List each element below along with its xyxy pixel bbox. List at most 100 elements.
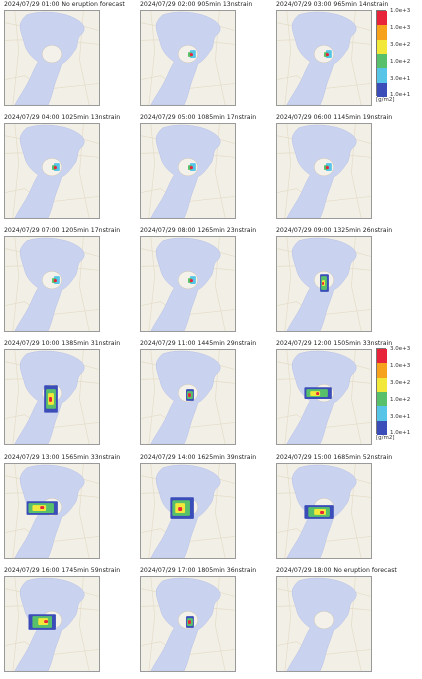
forecast-panel: 2024/07/29 10:00 1385min 31nstrain xyxy=(4,339,140,452)
ash-plume xyxy=(188,50,196,58)
ashfall-map xyxy=(276,463,372,559)
colorbar-legend: 3.0e+3 1.0e+3 3.0e+2 1.0e+2 3.0e+1 1.0e+… xyxy=(376,346,418,444)
ash-plume xyxy=(188,276,196,284)
ash-plume xyxy=(52,276,60,284)
legend-tick: 3.0e+2 xyxy=(390,42,411,48)
ashfall-map xyxy=(4,123,100,219)
colorbar-cell xyxy=(377,363,387,378)
panel-caption: 2024/07/29 17:00 1805min 36nstrain xyxy=(140,567,257,574)
ashfall-map xyxy=(276,576,372,672)
forecast-panel: 2024/07/29 11:00 1445min 29nstrain xyxy=(140,339,276,452)
panel-caption: 2024/07/29 06:00 1145min 19nstrain xyxy=(276,114,393,121)
legend-tick: 1.0e+1 xyxy=(390,430,411,436)
forecast-panel: 2024/07/29 07:00 1205min 17nstrain xyxy=(4,226,140,339)
forecast-panel: 2024/07/29 12:00 1505min 33nstrain xyxy=(276,339,412,452)
forecast-panel: 2024/07/29 03:00 965min 14nstrain xyxy=(276,0,412,113)
forecast-panel: 2024/07/29 09:00 1325min 26nstrain xyxy=(276,226,412,339)
forecast-panel: 2024/07/29 08:00 1265min 23nstrain xyxy=(140,226,276,339)
ash-plume xyxy=(304,387,332,399)
ash-plume xyxy=(320,274,329,292)
ashfall-map xyxy=(276,236,372,332)
ash-plume xyxy=(186,616,194,628)
panel-caption: 2024/07/29 09:00 1325min 26nstrain xyxy=(276,227,393,234)
colorbar-cell xyxy=(377,39,387,54)
ashfall-map xyxy=(4,576,100,672)
panel-caption: 2024/07/29 15:00 1685min 52nstrain xyxy=(276,454,393,461)
colorbar-cell xyxy=(377,11,387,26)
colorbar-legend: 1.0e+3 1.0e+3 3.0e+2 1.0e+2 3.0e+1 1.0e+… xyxy=(376,8,418,106)
legend-unit: [g/m2] xyxy=(376,97,395,103)
forecast-panel: 2024/07/29 15:00 1685min 52nstrain xyxy=(276,453,412,566)
ash-plume xyxy=(324,163,332,171)
colorbar-cell xyxy=(377,53,387,69)
panel-caption: 2024/07/29 18:00 No eruption forecast xyxy=(276,567,397,574)
ashfall-map xyxy=(140,463,236,559)
panel-caption: 2024/07/29 02:00 905min 13nstrain xyxy=(140,1,253,8)
colorbar-cell xyxy=(377,406,387,421)
ashfall-map xyxy=(4,349,100,445)
forecast-panel: 2024/07/29 06:00 1145min 19nstrain xyxy=(276,113,412,226)
forecast-panel: 2024/07/29 02:00 905min 13nstrain xyxy=(140,0,276,113)
ash-plume xyxy=(304,505,334,519)
legend-tick: 1.0e+2 xyxy=(390,397,411,403)
ashfall-map xyxy=(140,123,236,219)
forecast-panel: 2024/07/29 14:00 1625min 39nstrain xyxy=(140,453,276,566)
panel-caption: 2024/07/29 11:00 1445min 29nstrain xyxy=(140,340,257,347)
panel-caption: 2024/07/29 14:00 1625min 39nstrain xyxy=(140,454,257,461)
forecast-panel: 2024/07/29 04:00 1025min 13nstrain xyxy=(4,113,140,226)
ashfall-map xyxy=(140,349,236,445)
ash-plume xyxy=(188,163,196,171)
forecast-panel: 2024/07/29 05:00 1085min 17nstrain xyxy=(140,113,276,226)
legend-tick: 1.0e+3 xyxy=(390,8,411,14)
forecast-panel: 2024/07/29 01:00 No eruption forecast xyxy=(4,0,140,113)
ash-plume xyxy=(28,614,56,630)
panel-caption: 2024/07/29 03:00 965min 14nstrain xyxy=(276,1,389,8)
legend-unit: [g/m2] xyxy=(376,435,395,441)
panel-caption: 2024/07/29 13:00 1565min 33nstrain xyxy=(4,454,121,461)
panel-caption: 2024/07/29 04:00 1025min 13nstrain xyxy=(4,114,121,121)
ash-plume xyxy=(44,385,58,413)
ashfall-map xyxy=(4,463,100,559)
ashfall-map xyxy=(4,10,100,106)
ash-plume xyxy=(52,163,60,171)
forecast-panel: 2024/07/29 13:00 1565min 33nstrain xyxy=(4,453,140,566)
legend-tick: 3.0e+3 xyxy=(390,346,411,352)
ashfall-map xyxy=(140,236,236,332)
panel-caption: 2024/07/29 12:00 1505min 33nstrain xyxy=(276,340,393,347)
ash-plume xyxy=(26,501,58,515)
colorbar-cell xyxy=(377,377,387,392)
legend-tick: 1.0e+1 xyxy=(390,92,411,98)
ashfall-map xyxy=(276,10,372,106)
colorbar-cell xyxy=(377,68,387,83)
forecast-panel: 2024/07/29 17:00 1805min 36nstrain xyxy=(140,566,276,679)
ashfall-map xyxy=(276,123,372,219)
ashfall-map xyxy=(140,10,236,106)
ash-plume xyxy=(170,497,194,519)
colorbar-cell xyxy=(377,391,387,407)
panel-caption: 2024/07/29 05:00 1085min 17nstrain xyxy=(140,114,257,121)
legend-tick: 3.0e+1 xyxy=(390,76,411,82)
colorbar xyxy=(376,10,387,97)
ash-plume xyxy=(324,50,332,58)
panel-caption: 2024/07/29 08:00 1265min 23nstrain xyxy=(140,227,257,234)
colorbar-cell xyxy=(377,349,387,364)
panel-caption: 2024/07/29 07:00 1205min 17nstrain xyxy=(4,227,121,234)
ashfall-map xyxy=(140,576,236,672)
legend-tick: 1.0e+2 xyxy=(390,59,411,65)
ash-plume xyxy=(186,389,194,401)
forecast-panel: 2024/07/29 18:00 No eruption forecast xyxy=(276,566,412,679)
colorbar-cell xyxy=(377,25,387,40)
colorbar-cell xyxy=(377,82,387,97)
legend-tick: 1.0e+3 xyxy=(390,25,411,31)
panel-caption: 2024/07/29 01:00 No eruption forecast xyxy=(4,1,125,8)
legend-tick: 3.0e+2 xyxy=(390,380,411,386)
forecast-panel: 2024/07/29 16:00 1745min 59nstrain xyxy=(4,566,140,679)
colorbar xyxy=(376,348,387,435)
panel-caption: 2024/07/29 10:00 1385min 31nstrain xyxy=(4,340,121,347)
colorbar-cell xyxy=(377,420,387,435)
ashfall-map xyxy=(276,349,372,445)
legend-tick: 1.0e+3 xyxy=(390,363,411,369)
panel-caption: 2024/07/29 16:00 1745min 59nstrain xyxy=(4,567,121,574)
ashfall-map xyxy=(4,236,100,332)
legend-tick: 3.0e+1 xyxy=(390,414,411,420)
